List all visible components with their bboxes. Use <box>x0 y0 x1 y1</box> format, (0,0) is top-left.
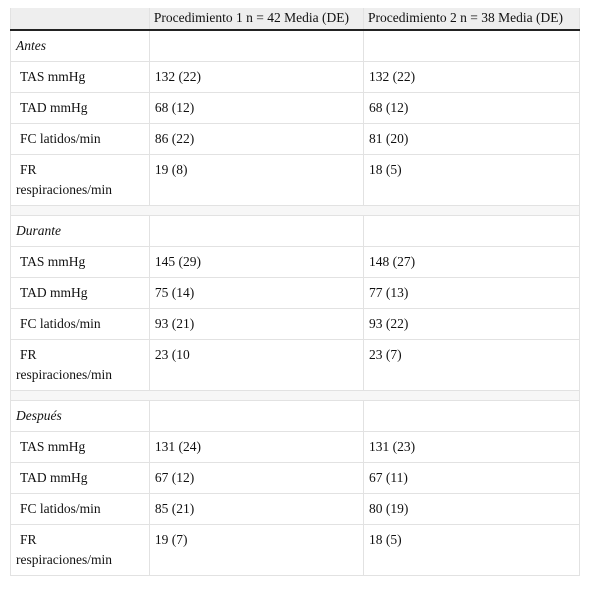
row-label: TAS mmHg <box>20 439 86 454</box>
value-cell: 131 (24) <box>148 431 364 463</box>
section-row: Durante <box>10 215 581 247</box>
data-row: FR respiraciones/min 23 (10 23 (7) <box>10 339 581 391</box>
spacer-cell <box>10 205 580 216</box>
value-cell: 148 (27) <box>362 246 581 278</box>
value-cell: 67 (12) <box>148 462 364 494</box>
data-row: TAD mmHg 68 (12) 68 (12) <box>10 92 581 124</box>
data-row: FC latidos/min 93 (21) 93 (22) <box>10 308 581 340</box>
section-label: Antes <box>10 29 150 62</box>
data-row: FC latidos/min 85 (21) 80 (19) <box>10 493 581 525</box>
value-cell: 85 (21) <box>148 493 364 525</box>
value-cell: 93 (21) <box>148 308 364 340</box>
header-cell: Procedimiento 2 n = 38 Media (DE) <box>362 8 581 31</box>
row-label: FR respiraciones/min <box>16 532 112 567</box>
value-cell: 81 (20) <box>362 123 581 155</box>
value-cell: 131 (23) <box>362 431 581 463</box>
value-cell: 132 (22) <box>148 61 364 93</box>
data-table: Procedimiento 1 n = 42 Media (DE) Proced… <box>10 8 581 576</box>
row-label-cell: FR respiraciones/min <box>10 339 150 391</box>
row-label-cell: FR respiraciones/min <box>10 524 150 576</box>
row-label: FC latidos/min <box>20 131 101 146</box>
row-label-cell: FC latidos/min <box>10 308 150 340</box>
row-label-cell: TAD mmHg <box>10 277 150 309</box>
value-cell: 68 (12) <box>362 92 581 124</box>
empty-cell <box>362 215 581 247</box>
empty-cell <box>148 215 364 247</box>
row-label: FR respiraciones/min <box>16 347 112 382</box>
value-cell: 67 (11) <box>362 462 581 494</box>
header-cell <box>10 8 150 31</box>
spacer-cell <box>10 390 580 401</box>
value-cell: 80 (19) <box>362 493 581 525</box>
value-cell: 145 (29) <box>148 246 364 278</box>
data-row: FC latidos/min 86 (22) 81 (20) <box>10 123 581 155</box>
row-label-cell: FC latidos/min <box>10 123 150 155</box>
row-label-cell: TAD mmHg <box>10 462 150 494</box>
section-label: Después <box>10 400 150 432</box>
row-label: TAS mmHg <box>20 69 86 84</box>
header-row: Procedimiento 1 n = 42 Media (DE) Proced… <box>10 8 581 31</box>
section-label: Durante <box>10 215 150 247</box>
table-body: Antes TAS mmHg 132 (22) 132 (22) TAD mmHg 68 … <box>10 29 581 576</box>
row-label: TAD mmHg <box>20 100 88 115</box>
row-label-cell: FC latidos/min <box>10 493 150 525</box>
data-row: TAD mmHg 75 (14) 77 (13) <box>10 277 581 309</box>
data-row: TAS mmHg 131 (24) 131 (23) <box>10 431 581 463</box>
data-row: TAD mmHg 67 (12) 67 (11) <box>10 462 581 494</box>
row-label: TAS mmHg <box>20 254 86 269</box>
row-label: TAD mmHg <box>20 470 88 485</box>
value-cell: 132 (22) <box>362 61 581 93</box>
row-label-cell: TAS mmHg <box>10 61 150 93</box>
value-cell: 19 (8) <box>148 154 364 206</box>
empty-cell <box>362 29 581 62</box>
section-row: Después <box>10 400 581 432</box>
data-row: TAS mmHg 132 (22) 132 (22) <box>10 61 581 93</box>
value-cell: 93 (22) <box>362 308 581 340</box>
value-cell: 75 (14) <box>148 277 364 309</box>
empty-cell <box>148 29 364 62</box>
value-cell: 18 (5) <box>362 154 581 206</box>
value-cell: 18 (5) <box>362 524 581 576</box>
row-label: FC latidos/min <box>20 501 101 516</box>
row-label-cell: TAS mmHg <box>10 431 150 463</box>
value-cell: 86 (22) <box>148 123 364 155</box>
value-cell: 23 (7) <box>362 339 581 391</box>
row-label-cell: FR respiraciones/min <box>10 154 150 206</box>
empty-cell <box>362 400 581 432</box>
data-row: FR respiraciones/min 19 (8) 18 (5) <box>10 154 581 206</box>
row-label: FR respiraciones/min <box>16 162 112 197</box>
value-cell: 23 (10 <box>148 339 364 391</box>
row-label-cell: TAS mmHg <box>10 246 150 278</box>
data-row: TAS mmHg 145 (29) 148 (27) <box>10 246 581 278</box>
row-label: TAD mmHg <box>20 285 88 300</box>
value-cell: 68 (12) <box>148 92 364 124</box>
value-cell: 77 (13) <box>362 277 581 309</box>
spacer-row <box>10 205 580 216</box>
row-label: FC latidos/min <box>20 316 101 331</box>
empty-cell <box>148 400 364 432</box>
row-label-cell: TAD mmHg <box>10 92 150 124</box>
spacer-row <box>10 390 580 401</box>
section-row: Antes <box>10 29 581 62</box>
header-cell: Procedimiento 1 n = 42 Media (DE) <box>148 8 364 31</box>
value-cell: 19 (7) <box>148 524 364 576</box>
data-row: FR respiraciones/min 19 (7) 18 (5) <box>10 524 581 576</box>
